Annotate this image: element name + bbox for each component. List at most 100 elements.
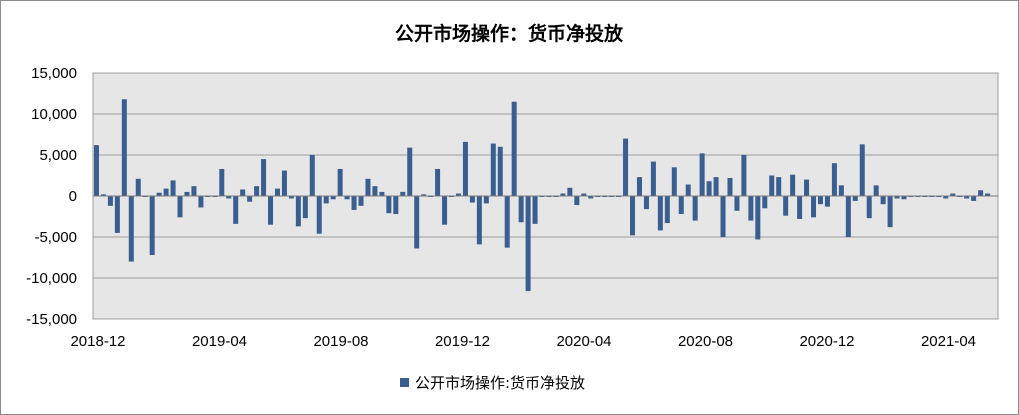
bar bbox=[274, 188, 280, 196]
bar bbox=[309, 155, 315, 196]
bar bbox=[337, 168, 343, 196]
bar bbox=[873, 185, 879, 196]
bar bbox=[462, 141, 468, 196]
bar bbox=[797, 196, 803, 219]
y-tick-label: 15,000 bbox=[31, 65, 77, 82]
bar bbox=[302, 196, 308, 219]
bar bbox=[114, 196, 120, 233]
bar bbox=[525, 196, 531, 292]
bar bbox=[901, 196, 907, 200]
bar bbox=[191, 186, 197, 196]
bar bbox=[219, 168, 225, 196]
bar bbox=[824, 196, 830, 207]
bar bbox=[247, 196, 253, 202]
bar bbox=[678, 196, 684, 215]
bar bbox=[866, 196, 872, 219]
bar bbox=[943, 196, 949, 199]
bar bbox=[734, 196, 740, 211]
chart-title: 公开市场操作：货币净投放 bbox=[395, 22, 624, 45]
bar bbox=[671, 167, 677, 196]
bar bbox=[400, 191, 406, 196]
bar bbox=[128, 196, 134, 262]
bar bbox=[184, 191, 190, 196]
bar bbox=[226, 196, 232, 199]
bar bbox=[887, 196, 893, 228]
bar bbox=[790, 174, 796, 196]
bar bbox=[657, 196, 663, 231]
bar bbox=[156, 192, 162, 196]
bar bbox=[971, 196, 977, 201]
bar bbox=[240, 189, 246, 196]
bar bbox=[149, 196, 155, 256]
bar bbox=[880, 196, 886, 205]
bar bbox=[100, 194, 106, 196]
bar bbox=[831, 163, 837, 196]
x-tick-label: 2021-04 bbox=[921, 333, 976, 350]
bar bbox=[783, 196, 789, 216]
bar bbox=[330, 196, 336, 200]
bar bbox=[268, 196, 274, 225]
bar bbox=[316, 196, 322, 234]
bar bbox=[630, 196, 636, 236]
bar bbox=[351, 196, 357, 210]
bar bbox=[859, 144, 865, 196]
bar bbox=[344, 196, 350, 200]
bar bbox=[121, 99, 127, 196]
y-tick-label: -10,000 bbox=[26, 270, 77, 287]
bar bbox=[748, 196, 754, 221]
bar bbox=[469, 196, 475, 203]
bar bbox=[567, 187, 573, 196]
bar bbox=[664, 196, 670, 224]
bar bbox=[817, 196, 823, 205]
bar bbox=[518, 196, 524, 223]
bar bbox=[581, 193, 587, 196]
x-tick-label: 2020-12 bbox=[799, 333, 854, 350]
bar bbox=[560, 193, 566, 196]
bar bbox=[254, 186, 260, 196]
bar bbox=[741, 155, 747, 196]
bar bbox=[852, 196, 858, 201]
bar bbox=[295, 196, 301, 227]
bar bbox=[372, 186, 378, 196]
bar bbox=[233, 196, 239, 224]
bar bbox=[755, 196, 761, 240]
bar bbox=[776, 177, 782, 196]
bar bbox=[706, 181, 712, 196]
bar bbox=[720, 196, 726, 237]
bar bbox=[504, 196, 510, 248]
bar bbox=[288, 196, 294, 199]
bar bbox=[483, 196, 489, 204]
bar bbox=[393, 196, 399, 215]
bar bbox=[699, 153, 705, 196]
bar bbox=[435, 168, 441, 196]
bar bbox=[769, 175, 775, 196]
bar bbox=[407, 147, 413, 196]
bar bbox=[762, 196, 768, 209]
y-tick-label: 0 bbox=[69, 188, 77, 205]
bar bbox=[532, 196, 538, 224]
bar bbox=[358, 196, 364, 206]
bar bbox=[421, 194, 427, 196]
bar bbox=[386, 196, 392, 214]
bar bbox=[365, 178, 371, 196]
x-tick-label: 2019-04 bbox=[192, 333, 247, 350]
bar bbox=[650, 161, 656, 196]
bar bbox=[163, 188, 169, 196]
x-tick-label: 2019-12 bbox=[435, 333, 490, 350]
bar bbox=[838, 185, 844, 196]
bar bbox=[713, 177, 719, 196]
bar bbox=[511, 101, 517, 196]
bar bbox=[198, 196, 204, 208]
x-tick-label: 2018-12 bbox=[70, 333, 125, 350]
bar bbox=[135, 178, 141, 196]
x-tick-label: 2020-04 bbox=[556, 333, 611, 350]
bar bbox=[950, 193, 956, 196]
bar bbox=[490, 143, 496, 196]
bar bbox=[455, 193, 461, 196]
bar bbox=[93, 145, 99, 196]
bar bbox=[685, 184, 691, 196]
bar bbox=[964, 196, 970, 199]
bar bbox=[811, 196, 817, 218]
bar bbox=[497, 146, 503, 196]
